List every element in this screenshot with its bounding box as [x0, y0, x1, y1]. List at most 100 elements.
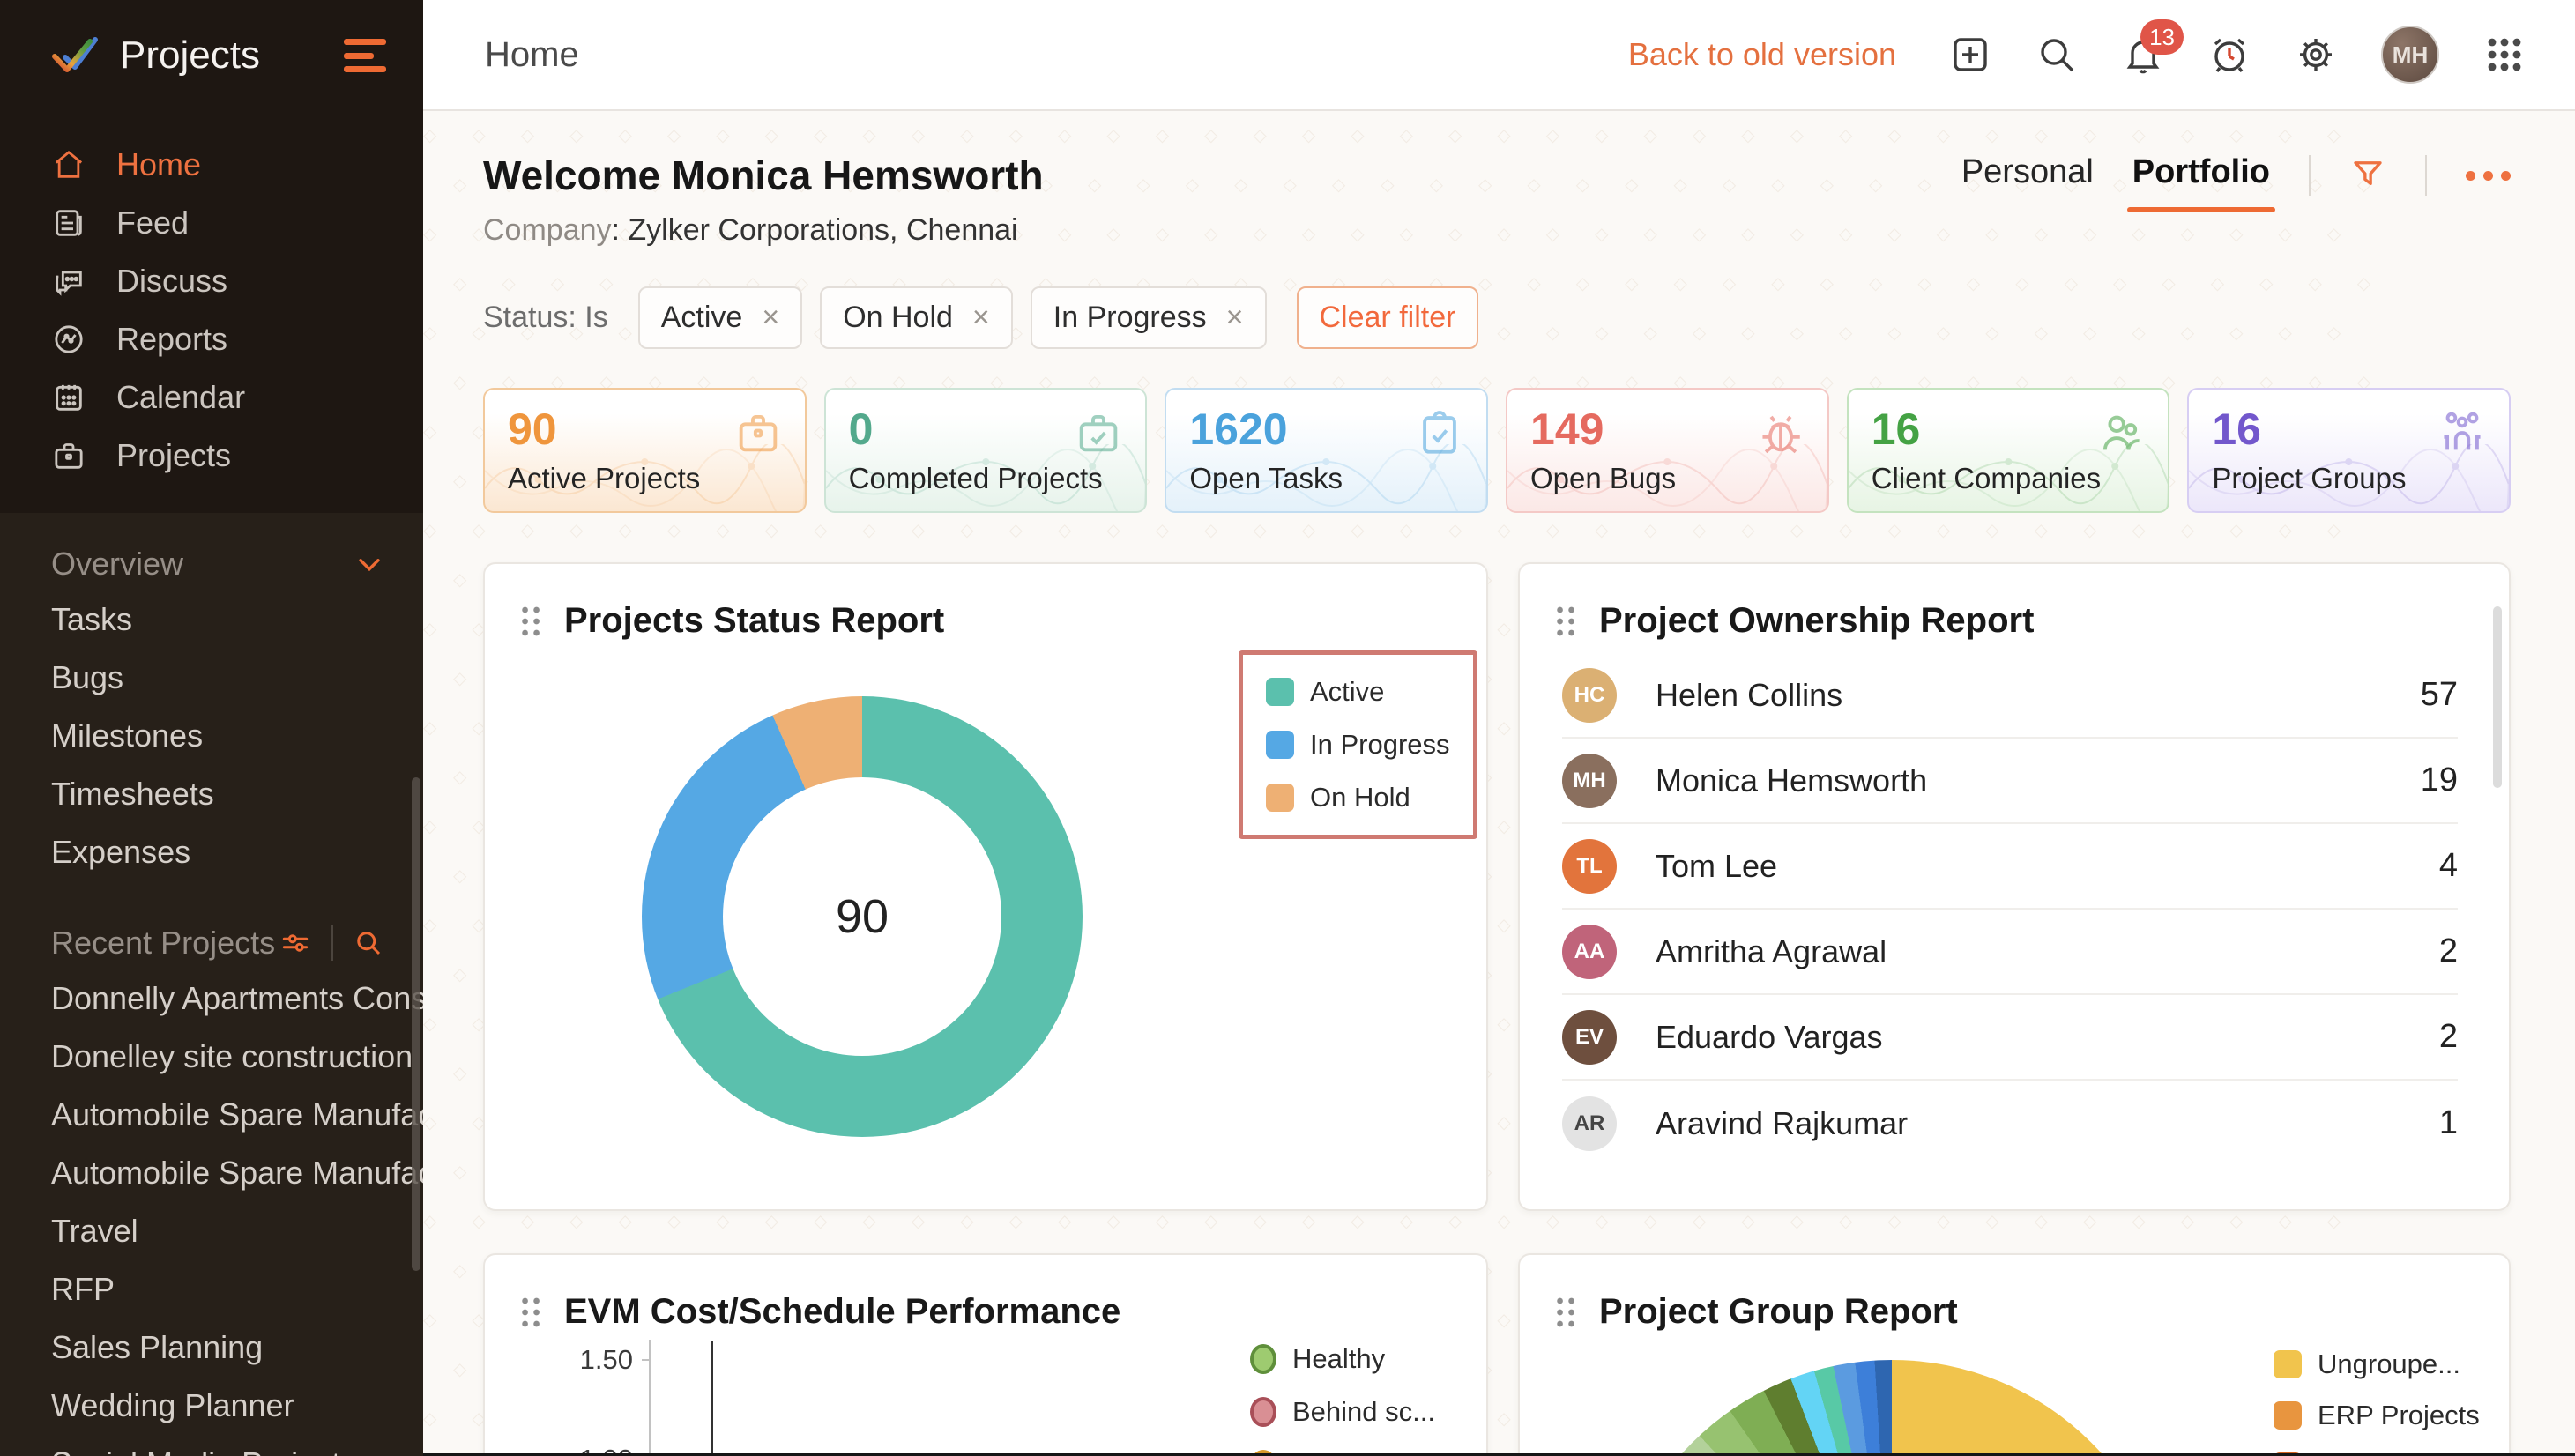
view-tabs: Personal Portfolio [1961, 152, 2511, 212]
legend-swatch [1266, 731, 1294, 759]
legend-item[interactable]: Ahead of ... [1250, 1449, 1435, 1456]
more-options-button[interactable] [2466, 170, 2511, 181]
status-donut-chart[interactable]: 90 [642, 696, 1083, 1137]
overview-section-title: Overview [51, 546, 184, 582]
legend-item[interactable]: Healthy [1250, 1343, 1435, 1375]
evm-plot-area[interactable]: 1.50 1.00 [485, 1255, 1486, 1456]
sidebar-overview-item[interactable]: Bugs [51, 659, 124, 695]
group-pie-chart[interactable] [1610, 1360, 2174, 1456]
sidebar-overview-item[interactable]: Tasks [51, 601, 133, 637]
plus-square-icon [1954, 38, 1987, 71]
back-to-old-version-link[interactable]: Back to old version [1627, 36, 1896, 72]
overview-section-header[interactable]: Overview [0, 538, 423, 591]
gear-icon [2300, 39, 2332, 71]
stat-card-client-companies[interactable]: 16 Client Companies [1846, 388, 2170, 513]
sidebar-item-discuss[interactable]: Discuss [0, 252, 423, 310]
feed-icon [56, 210, 82, 236]
recent-project-item[interactable]: Wedding Planner [51, 1387, 294, 1423]
chip-close-icon[interactable]: × [762, 301, 780, 334]
recent-project-item[interactable]: Donnelly Apartments Constr [51, 980, 423, 1016]
stat-card-completed-projects[interactable]: 0 Completed Projects [823, 388, 1148, 513]
legend-swatch [1266, 678, 1294, 706]
clear-filter-button[interactable]: Clear filter [1296, 286, 1479, 349]
sidebar-scrollbar[interactable] [412, 777, 420, 1271]
wave-decoration [1166, 440, 1487, 511]
notification-badge: 13 [2140, 19, 2184, 55]
chevron-down-icon [359, 559, 380, 572]
project-ownership-report-card: Project Ownership Report HC Helen Collin… [1518, 562, 2511, 1211]
ownership-row[interactable]: AA Amritha Agrawal 2 [1562, 910, 2458, 995]
chip-close-icon[interactable]: × [971, 301, 990, 334]
legend-item[interactable]: Behind sc... [1250, 1396, 1435, 1428]
sidebar-item-calendar[interactable]: Calendar [0, 368, 423, 427]
recent-project-item[interactable]: Automobile Spare Manufact [51, 1096, 423, 1133]
app-grid-button[interactable] [2483, 33, 2526, 76]
sidebar-item-home[interactable]: Home [0, 136, 423, 194]
legend-circle-marker [1250, 1344, 1276, 1374]
timer-button[interactable] [2208, 33, 2251, 76]
ownership-row[interactable]: AR Aravind Rajkumar 1 [1562, 1081, 2458, 1166]
evm-legend: Healthy Behind sc... Ahead of ... [1250, 1343, 1435, 1456]
recent-project-item[interactable]: Social Media Project [0, 1435, 423, 1456]
user-avatar[interactable]: MH [2381, 26, 2439, 84]
status-filter-row: Status: Is Active × On Hold × [483, 286, 2511, 349]
filter-sliders-icon[interactable] [279, 926, 312, 960]
legend-item[interactable]: Ungroupe... [2274, 1348, 2480, 1380]
briefcase-icon [55, 443, 83, 469]
status-chip[interactable]: On Hold × [820, 286, 1013, 349]
group-icon [2437, 407, 2488, 458]
wave-decoration [1507, 440, 1827, 511]
ownership-row[interactable]: MH Monica Hemsworth 19 [1562, 739, 2458, 824]
legend-item[interactable]: In Progress [1266, 729, 1450, 761]
card-scrollbar[interactable] [2493, 606, 2502, 788]
ownership-row[interactable]: TL Tom Lee 4 [1562, 824, 2458, 910]
stat-card-project-groups[interactable]: 16 Project Groups [2187, 388, 2512, 513]
stat-card-open-tasks[interactable]: 1620 Open Tasks [1165, 388, 1489, 513]
stat-card-open-bugs[interactable]: 149 Open Bugs [1506, 388, 1829, 513]
bug-icon [1755, 407, 1806, 458]
legend-swatch [1266, 784, 1294, 812]
recent-project-item[interactable]: Automobile Spare Manufact [51, 1155, 423, 1191]
status-chip[interactable]: In Progress × [1030, 286, 1267, 349]
status-chip[interactable]: Active × [637, 286, 803, 349]
sidebar-item-feed[interactable]: Feed [0, 194, 423, 252]
settings-button[interactable] [2295, 33, 2337, 76]
tab-portfolio[interactable]: Portfolio [2126, 153, 2276, 212]
sidebar-item-projects[interactable]: Projects [0, 427, 423, 485]
status-legend-highlighted: Active In Progress On Hold [1239, 650, 1477, 839]
avatar: AA [1562, 924, 1617, 979]
filter-button[interactable] [2349, 155, 2386, 197]
drag-handle-icon[interactable] [1555, 605, 1578, 638]
drag-handle-icon[interactable] [1555, 1296, 1578, 1329]
discuss-icon [56, 271, 82, 296]
app-title: Projects [120, 33, 260, 77]
tab-personal[interactable]: Personal [1961, 152, 2094, 190]
legend-item[interactable]: ERP Projects [2274, 1400, 2480, 1431]
recent-project-item[interactable]: Donelley site construction [51, 1038, 413, 1074]
add-new-button[interactable] [1949, 33, 1991, 76]
sidebar-overview-item[interactable]: Timesheets [51, 776, 214, 812]
chip-close-icon[interactable]: × [1225, 301, 1244, 334]
sidebar-item-reports[interactable]: Reports [0, 310, 423, 368]
search-button[interactable] [2035, 33, 2078, 76]
company-value: : Zylker Corporations, Chennai [611, 213, 1018, 247]
recent-project-item[interactable]: Travel [51, 1213, 138, 1249]
legend-item[interactable]: Active [1266, 676, 1450, 708]
sidebar: Projects Home Feed Discuss Reports [0, 0, 423, 1456]
y-axis [649, 1340, 651, 1456]
legend-item[interactable]: On Hold [1266, 782, 1450, 813]
stat-card-active-projects[interactable]: 90 Active Projects [483, 388, 807, 513]
drag-handle-icon[interactable] [520, 1296, 543, 1329]
sidebar-overview-item[interactable]: Expenses [51, 834, 191, 870]
drag-handle-icon[interactable] [520, 605, 543, 638]
filter-chips: Active × On Hold × In Progress × [637, 286, 1267, 349]
search-projects-icon[interactable] [353, 927, 384, 959]
ownership-row[interactable]: EV Eduardo Vargas 2 [1562, 995, 2458, 1081]
sidebar-collapse-icon[interactable] [344, 39, 386, 72]
sidebar-overview-item[interactable]: Milestones [51, 717, 204, 754]
welcome-title: Welcome Monica Hemsworth [483, 152, 1044, 198]
recent-project-item[interactable]: Sales Planning [51, 1329, 264, 1365]
notifications-button[interactable]: 13 [2122, 19, 2184, 76]
recent-project-item[interactable]: RFP [51, 1271, 115, 1307]
ownership-row[interactable]: HC Helen Collins 57 [1562, 653, 2458, 739]
